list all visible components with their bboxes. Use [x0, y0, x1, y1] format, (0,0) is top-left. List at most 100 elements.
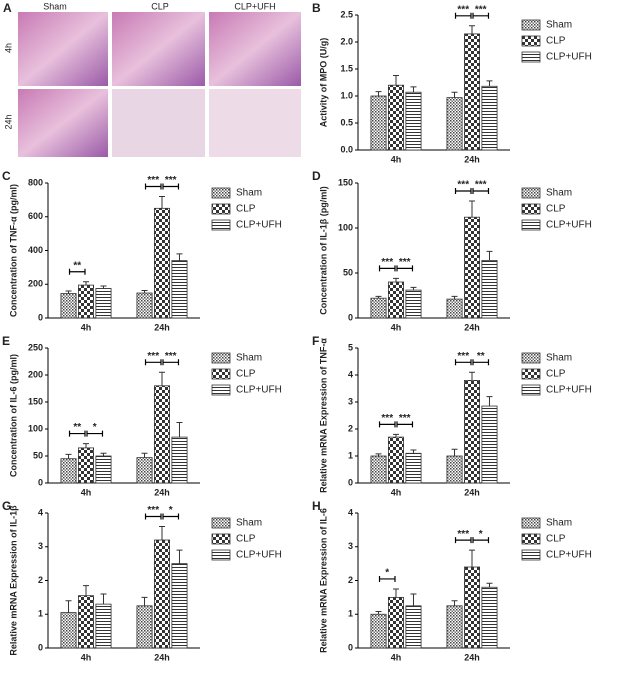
legend-label: CLP: [546, 36, 566, 47]
x-tick-label: 24h: [464, 154, 480, 164]
significance-label: ***: [165, 351, 177, 362]
bar: [463, 33, 480, 151]
y-axis-label: Concentration of IL-1β (pg/ml): [318, 186, 328, 314]
legend-label: Sham: [236, 518, 262, 529]
y-tick-label: 200: [28, 369, 43, 379]
bar: [446, 605, 463, 649]
panel-letter: F: [312, 334, 319, 348]
significance-bracket: [472, 537, 490, 544]
error-bar: [83, 585, 89, 596]
error-bar: [375, 453, 382, 456]
significance-label: ***: [457, 529, 469, 540]
bar: [405, 289, 422, 319]
significance-bracket: [68, 268, 86, 275]
legend-label: Sham: [236, 188, 262, 199]
x-tick-label: 4h: [391, 487, 402, 497]
significance-bracket: [396, 265, 414, 272]
panel-letter: B: [312, 1, 321, 15]
histology-image: [209, 12, 301, 86]
legend-label: CLP: [236, 204, 256, 215]
y-tick-label: 400: [28, 245, 43, 255]
legend-label: Sham: [236, 353, 262, 364]
significance-label: *: [169, 505, 173, 516]
bar: [370, 613, 387, 649]
error-bar: [486, 582, 493, 588]
significance-bracket: [144, 513, 162, 520]
legend-label: CLP+UFH: [236, 220, 282, 231]
panel-letter: E: [2, 334, 10, 348]
y-tick-label: 2.5: [340, 9, 353, 19]
y-tick-label: 3: [348, 396, 353, 406]
error-bar: [65, 600, 72, 613]
bar: [136, 457, 153, 484]
significance-bracket: [68, 430, 86, 437]
error-bar: [469, 200, 475, 218]
bar: [95, 455, 112, 484]
legend-swatch: [521, 533, 541, 545]
error-bar: [176, 253, 183, 261]
legend-swatch: [211, 549, 231, 561]
column-label: Sham: [43, 1, 67, 11]
bar: [153, 539, 170, 649]
x-tick-label: 24h: [154, 487, 170, 497]
y-tick-label: 1: [38, 609, 43, 619]
bar: [95, 603, 112, 649]
significance-label: ***: [147, 505, 159, 516]
legend-label: Sham: [546, 20, 572, 31]
histology-image: [18, 89, 108, 157]
y-tick-label: 150: [338, 177, 353, 187]
legend-swatch: [211, 384, 231, 396]
significance-bracket: [144, 359, 162, 366]
bar: [481, 85, 498, 151]
histology-image: [209, 89, 301, 157]
significance-bracket: [378, 575, 396, 582]
panel-letter: G: [2, 499, 11, 513]
bar: [78, 284, 95, 319]
y-tick-label: 1.5: [340, 63, 353, 73]
significance-label: ***: [399, 413, 411, 424]
y-tick-label: 800: [28, 177, 43, 187]
y-tick-label: 4: [38, 507, 43, 517]
significance-bracket: [378, 421, 396, 428]
error-bar: [100, 285, 107, 289]
y-tick-label: 4: [348, 507, 353, 517]
bar: [387, 596, 404, 649]
significance-bracket: [454, 188, 472, 194]
legend-swatch: [521, 549, 541, 561]
x-tick-label: 4h: [391, 154, 402, 164]
legend-swatch: [211, 352, 231, 364]
error-bar: [393, 433, 399, 438]
y-tick-label: 4: [348, 369, 353, 379]
error-bar: [410, 286, 417, 291]
y-tick-label: 3: [38, 541, 43, 551]
significance-label: ***: [475, 180, 487, 191]
significance-label: ***: [147, 351, 159, 362]
error-bar: [469, 549, 475, 567]
legend-label: CLP+UFH: [546, 385, 592, 396]
y-tick-label: 600: [28, 211, 43, 221]
legend-swatch: [211, 517, 231, 529]
legend-swatch: [521, 219, 541, 231]
bar: [171, 563, 188, 649]
significance-label: *: [479, 529, 483, 540]
significance-bracket: [472, 359, 490, 366]
legend-swatch: [211, 533, 231, 545]
error-bar: [100, 452, 107, 456]
significance-label: ***: [457, 351, 469, 362]
legend-swatch: [521, 352, 541, 364]
legend-label: CLP+UFH: [236, 385, 282, 396]
significance-label: ***: [147, 175, 159, 186]
error-bar: [83, 281, 89, 286]
y-axis-label: Relative mRNA Expression of IL-1β: [8, 505, 18, 656]
significance-bracket: [454, 359, 472, 366]
legend-label: CLP: [236, 534, 256, 545]
legend-swatch: [211, 187, 231, 199]
bar: [387, 84, 404, 151]
y-tick-label: 2.0: [340, 36, 353, 46]
x-tick-label: 24h: [154, 652, 170, 662]
error-bar: [410, 593, 417, 606]
error-bar: [159, 526, 165, 540]
significance-label: **: [73, 260, 81, 271]
significance-label: ***: [457, 180, 469, 191]
y-tick-label: 200: [28, 279, 43, 289]
